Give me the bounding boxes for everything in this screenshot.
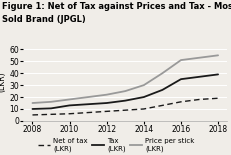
Text: Figure 1: Net of Tax against Prices and Tax - Most: Figure 1: Net of Tax against Prices and … (2, 2, 231, 11)
Text: Sold Brand (JPGL): Sold Brand (JPGL) (2, 16, 86, 24)
Y-axis label: (LKR): (LKR) (0, 72, 6, 93)
Legend: Net of tax
(LKR), Tax
(LKR), Price per stick
(LKR): Net of tax (LKR), Tax (LKR), Price per s… (37, 138, 194, 152)
